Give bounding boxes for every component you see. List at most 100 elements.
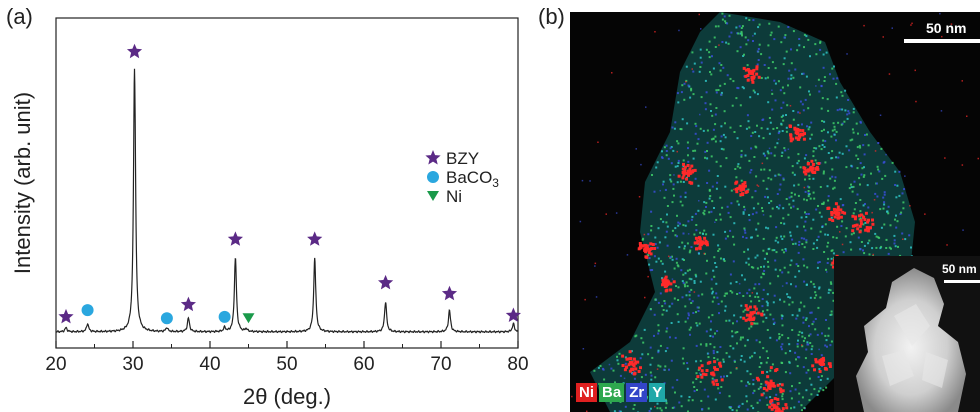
eds-speckle — [814, 43, 817, 46]
eds-speckle — [706, 182, 709, 184]
ni-cluster-dot — [742, 66, 746, 70]
eds-speckle — [819, 230, 822, 233]
ni-cluster-dot — [771, 382, 775, 385]
eds-speckle — [716, 351, 719, 354]
eds-speckle — [672, 149, 675, 152]
eds-speckle — [694, 212, 697, 215]
eds-speckle — [798, 44, 801, 47]
eds-speckle — [812, 155, 815, 158]
eds-noise — [950, 23, 953, 25]
eds-speckle — [830, 257, 833, 260]
eds-speckle — [709, 71, 711, 73]
eds-speckle — [634, 335, 637, 338]
eds-speckle — [812, 283, 815, 286]
eds-speckle — [813, 388, 816, 391]
eds-speckle — [699, 359, 702, 362]
eds-noise — [738, 283, 741, 285]
eds-speckle — [722, 258, 725, 261]
eds-speckle — [718, 248, 721, 251]
ni-cluster-dot — [755, 65, 759, 69]
eds-speckle — [654, 376, 657, 379]
eds-speckle — [767, 67, 770, 69]
eds-speckle — [661, 305, 664, 308]
ni-cluster-dot — [770, 407, 774, 411]
eds-speckle — [657, 332, 660, 335]
eds-speckle — [829, 73, 831, 76]
ni-cluster-dot — [781, 389, 785, 393]
eds-speckle — [766, 403, 769, 406]
eds-speckle — [614, 381, 616, 384]
eds-speckle — [789, 231, 792, 234]
element-color-legend: Ni Ba Zr Y — [576, 383, 667, 402]
eds-speckle — [746, 339, 749, 342]
eds-speckle — [731, 291, 734, 294]
eds-speckle — [693, 386, 696, 388]
ni-cluster-dot — [778, 410, 782, 412]
eds-speckle — [690, 302, 693, 304]
eds-speckle — [739, 338, 742, 341]
eds-speckle — [823, 120, 826, 123]
eds-speckle — [686, 141, 689, 144]
eds-speckle — [760, 77, 763, 79]
eds-speckle — [695, 360, 698, 363]
eds-speckle — [769, 313, 772, 316]
eds-speckle — [751, 196, 754, 199]
eds-speckle — [767, 177, 770, 180]
eds-speckle — [750, 300, 753, 303]
eds-noise — [781, 285, 784, 287]
eds-speckle — [669, 256, 672, 259]
eds-speckle — [834, 176, 837, 179]
eds-speckle — [738, 25, 741, 28]
eds-speckle — [753, 91, 756, 94]
eds-speckle — [819, 41, 822, 44]
eds-speckle — [792, 76, 795, 79]
eds-speckle — [867, 242, 870, 245]
eds-speckle — [713, 357, 716, 359]
eds-speckle — [807, 190, 810, 192]
eds-speckle — [687, 160, 690, 163]
ni-cluster-dot — [691, 170, 694, 174]
eds-speckle — [849, 241, 852, 244]
ni-cluster-dot — [648, 248, 652, 251]
eds-speckle — [734, 331, 737, 334]
eds-speckle — [697, 368, 700, 371]
eds-speckle — [818, 211, 821, 214]
eds-speckle — [657, 329, 660, 332]
eds-speckle — [714, 25, 717, 28]
eds-speckle — [664, 270, 667, 273]
eds-speckle — [777, 132, 780, 135]
eds-speckle — [653, 255, 656, 258]
ni-cluster-dot — [756, 311, 760, 315]
eds-speckle — [767, 76, 769, 79]
eds-speckle — [762, 179, 765, 182]
eds-speckle — [663, 146, 666, 149]
eds-speckle — [773, 154, 776, 157]
eds-speckle — [675, 257, 678, 260]
eds-speckle — [802, 321, 805, 324]
eds-speckle — [745, 395, 748, 398]
eds-speckle — [708, 197, 711, 200]
eds-speckle — [676, 235, 678, 238]
eds-speckle — [715, 91, 718, 94]
eds-speckle — [785, 130, 788, 133]
eds-noise — [714, 221, 716, 223]
eds-speckle — [768, 202, 771, 204]
eds-speckle — [780, 345, 783, 348]
eds-speckle — [803, 157, 806, 160]
eds-speckle — [722, 360, 725, 363]
eds-speckle — [786, 293, 789, 296]
eds-speckle — [752, 19, 755, 22]
ni-cluster-dot — [664, 289, 668, 293]
eds-speckle — [740, 179, 743, 182]
eds-speckle — [782, 178, 785, 181]
ni-cluster-dot — [798, 128, 802, 132]
eds-speckle — [762, 249, 765, 252]
eds-speckle — [790, 195, 793, 198]
eds-noise — [595, 296, 598, 298]
eds-speckle — [716, 296, 719, 299]
ni-cluster-dot — [865, 226, 869, 229]
eds-speckle — [668, 368, 670, 371]
eds-speckle — [777, 80, 780, 83]
eds-speckle — [804, 337, 806, 340]
eds-speckle — [717, 387, 720, 390]
